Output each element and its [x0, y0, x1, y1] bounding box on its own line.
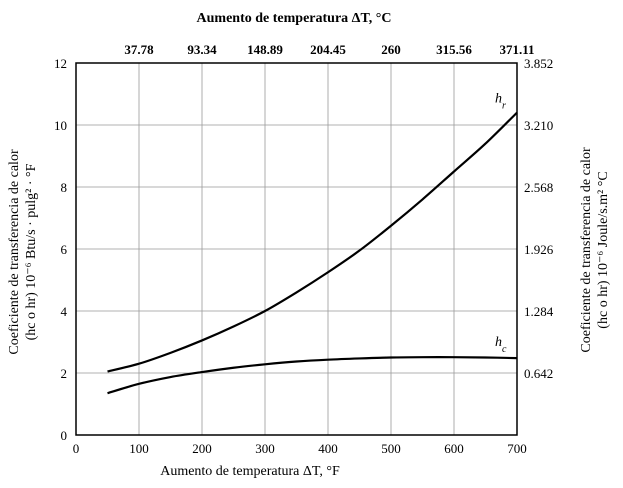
series-line-hr: [107, 111, 518, 373]
top-tick-label: 260: [381, 42, 401, 57]
y-axis-title-right-line1: Coeficiente de transferencia de calor: [579, 147, 594, 353]
x-tick-label: 500: [381, 441, 401, 456]
y-tick-label: 6: [61, 242, 68, 257]
right-tick-label: 2.568: [524, 180, 553, 195]
x-tick-label: 0: [73, 441, 80, 456]
right-tick-label: 3.852: [524, 56, 553, 71]
top-tick-label: 371.11: [499, 42, 534, 57]
right-tick-label: 1.926: [524, 242, 554, 257]
series-label-hr: hr: [495, 92, 506, 112]
y-axis-title-left-line1: Coeficiente de transferencia de calor: [7, 149, 22, 355]
gridlines: [76, 63, 517, 435]
right-tick-label: 3.210: [524, 118, 553, 133]
top-tick-label: 315.56: [436, 42, 472, 57]
series-line-hc: [107, 356, 518, 395]
series-label-hc: hc: [495, 335, 507, 355]
y-tick-labels: 0 2 4 6 8 10 12: [54, 56, 68, 443]
x-tick-label: 600: [444, 441, 464, 456]
series-labels: hr hc: [495, 92, 507, 355]
y-tick-label: 8: [61, 180, 68, 195]
top-tick-label: 37.78: [124, 42, 154, 57]
right-tick-label: 1.284: [524, 304, 554, 319]
y-tick-label: 0: [61, 428, 68, 443]
right-tick-labels: 0.642 1.284 1.926 2.568 3.210 3.852: [524, 56, 554, 381]
top-tick-label: 204.45: [310, 42, 346, 57]
right-tick-label: 0.642: [524, 366, 553, 381]
x-tick-label: 200: [192, 441, 212, 456]
y-tick-label: 2: [61, 366, 68, 381]
top-tick-labels: 37.78 93.34 148.89 204.45 260 315.56 371.11: [124, 42, 534, 57]
x-tick-label: 700: [507, 441, 527, 456]
top-tick-label: 93.34: [187, 42, 217, 57]
top-tick-label: 148.89: [247, 42, 283, 57]
x-tick-label: 300: [255, 441, 275, 456]
x-tick-label: 400: [318, 441, 338, 456]
y-tick-label: 12: [54, 56, 67, 71]
plot-frame: [75, 62, 518, 436]
x-axis-title: Aumento de temperatura ΔT, °F: [160, 464, 340, 479]
y-tick-label: 10: [54, 118, 67, 133]
series-lines: [107, 111, 518, 395]
x-tick-labels: 0 100 200 300 400 500 600 700: [73, 441, 527, 456]
y-axis-title-right-line2: (hc o hr) 10⁻⁶ Joule/s.m² °C: [596, 171, 611, 328]
top-axis-title: Aumento de temperatura ΔT, °C: [197, 11, 392, 26]
y-axis-title-left-line2: (hc o hr) 10⁻⁶ Btu/s · pulg² · °F: [24, 163, 39, 340]
x-tick-label: 100: [129, 441, 149, 456]
y-tick-label: 4: [61, 304, 68, 319]
